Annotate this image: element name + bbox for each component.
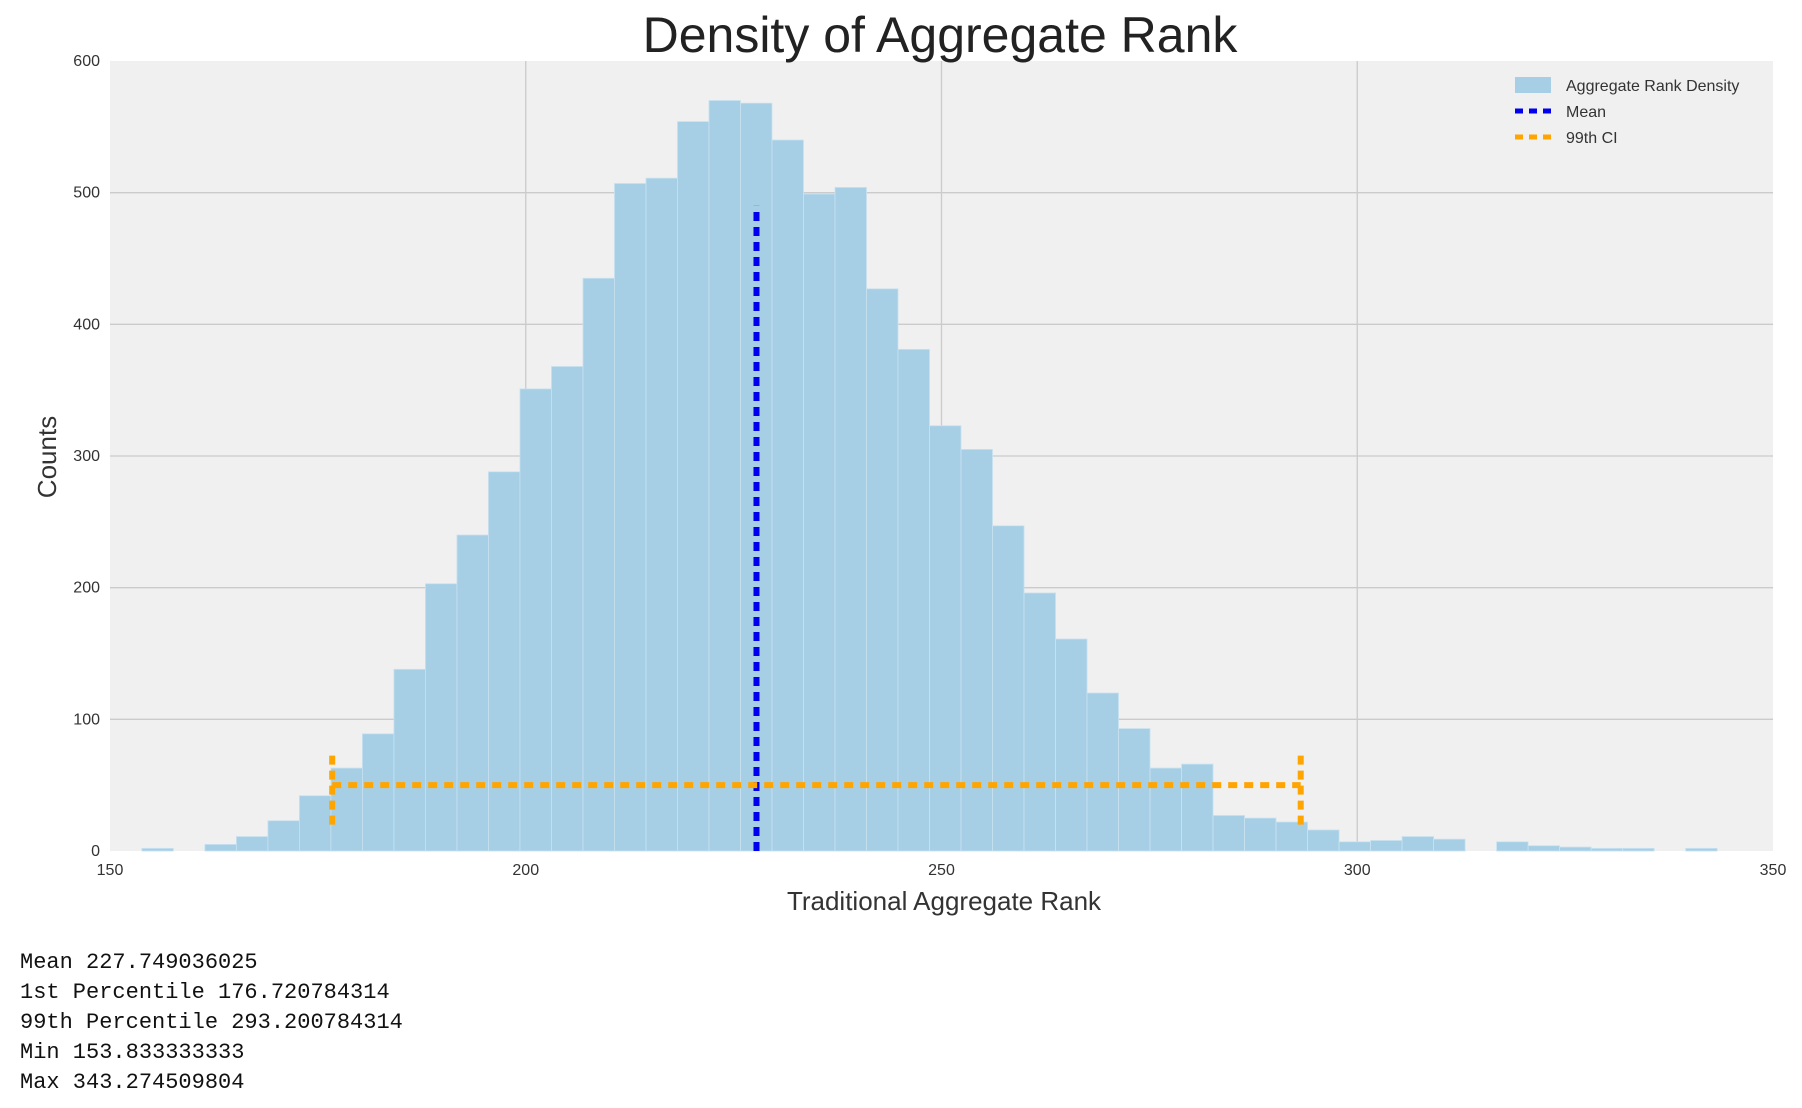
histogram-bar [267,820,300,852]
density-chart: 150 200 250 300 350 0 100 200 300 400 500 600 Densi… [32,7,1786,916]
histogram-bar [1527,845,1561,852]
histogram-bar [614,183,647,852]
histogram-bar [456,534,489,852]
legend-label-ci: 99th CI [1566,130,1618,147]
y-tick-label: 500 [73,185,100,202]
histogram-bar [362,733,395,852]
histogram-bar [1181,763,1214,852]
histogram-bar [330,767,363,852]
histogram-bar [1590,847,1624,852]
y-tick-label: 400 [73,316,100,333]
stats-output: Mean 227.749036025 1st Percentile 176.72… [20,948,403,1098]
histogram-bar [393,668,426,852]
y-axis-label: Counts [32,416,62,498]
histogram-bar [1212,815,1245,852]
axis-ticks: 150 200 250 300 350 0 100 200 300 400 500 600 [73,53,1786,879]
x-axis-label: Traditional Aggregate Rank [787,886,1102,916]
x-tick-label: 150 [97,862,124,879]
stat-99th-percentile: 99th Percentile 293.200784314 [20,1010,403,1035]
histogram-bar [771,139,804,852]
histogram-bar [1401,836,1434,852]
y-tick-label: 300 [73,448,100,465]
histogram-bar [645,177,678,852]
x-tick-label: 250 [928,862,955,879]
x-tick-label: 350 [1760,862,1787,879]
reference-lines [329,205,1304,851]
histogram-bar [488,471,521,852]
histogram-bar [1275,821,1308,852]
legend-swatch-histogram [1515,77,1551,93]
histogram-bar [141,847,174,852]
chart-title: Density of Aggregate Rank [643,7,1239,63]
histogram-bar [582,277,615,852]
histogram-bar [1433,838,1466,852]
histogram-bar [1370,840,1403,852]
stat-mean: Mean 227.749036025 [20,950,258,975]
histogram-bar [1307,829,1340,852]
y-tick-label: 100 [73,711,100,728]
histogram-bar [992,525,1025,852]
stat-1st-percentile: 1st Percentile 176.720784314 [20,980,390,1005]
histogram-bar [1685,847,1718,852]
histogram-bar [204,844,237,852]
histogram-bar [1055,638,1088,852]
histogram-bar [551,366,584,852]
stat-max: Max 343.274509804 [20,1070,245,1095]
histogram-bar [1149,767,1182,852]
histogram-bar [866,288,899,852]
legend: Aggregate Rank Density Mean 99th CI [1515,77,1739,147]
histogram-bar [1496,841,1529,852]
histogram-bar [960,449,993,852]
legend-label-mean: Mean [1566,104,1606,121]
histogram-bar [834,186,867,852]
y-tick-label: 600 [73,53,100,70]
histogram-bar [1338,841,1371,852]
legend-label-histogram: Aggregate Rank Density [1566,78,1739,95]
histogram-bar [1622,847,1655,852]
y-tick-label: 0 [91,843,100,860]
histogram-bar [519,388,552,852]
y-tick-label: 200 [73,580,100,597]
histogram-bar [1244,817,1277,852]
histogram-bar [425,583,458,852]
stat-min: Min 153.833333333 [20,1040,245,1065]
histogram-bar [1086,692,1119,852]
histogram-bar [1023,592,1056,852]
histogram-bar [708,100,741,852]
histogram-bar [298,795,332,852]
histogram-bar [235,836,269,852]
histogram-bar [1118,728,1151,852]
x-tick-label: 200 [512,862,539,879]
histogram-bar [897,348,930,852]
histogram-bar [803,193,836,852]
histogram-bar [677,121,710,852]
x-tick-label: 300 [1344,862,1371,879]
histogram-bar [1559,846,1592,852]
